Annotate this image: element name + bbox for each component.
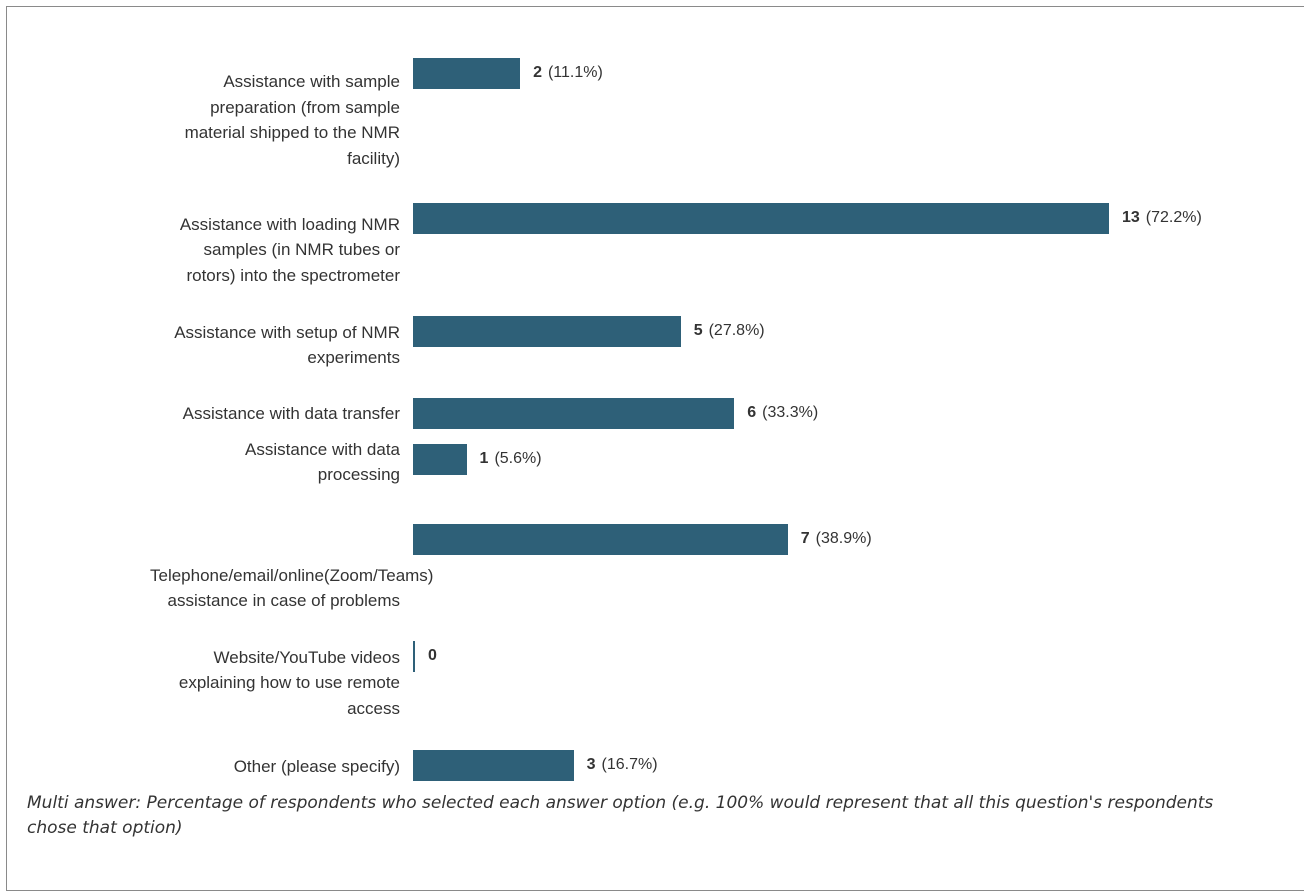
data-label: 1 (5.6%)	[480, 449, 542, 469]
data-label: 2 (11.1%)	[533, 63, 603, 83]
data-label-percent: (38.9%)	[815, 530, 872, 547]
category-label: Website/YouTube videos explaining how to…	[178, 647, 400, 718]
bar	[413, 750, 574, 781]
data-label-percent: (33.3%)	[762, 404, 819, 421]
data-label-count: 1	[479, 450, 489, 467]
data-label-count: 0	[428, 647, 437, 664]
chart-frame	[6, 6, 1304, 891]
data-label-percent: (16.7%)	[601, 756, 658, 773]
data-label-percent: (5.6%)	[494, 450, 542, 467]
bar	[413, 398, 735, 429]
category-label: Assistance with data processing	[245, 439, 400, 485]
data-label: 0	[428, 646, 437, 666]
data-label-percent: (27.8%)	[708, 322, 765, 339]
bar	[413, 444, 467, 475]
category-label: Assistance with loading NMR samples (in …	[179, 214, 400, 285]
data-label: 7 (38.9%)	[801, 529, 872, 549]
category-label: Assistance with setup of NMR experiments	[174, 322, 400, 368]
data-label: 6 (33.3%)	[747, 403, 818, 423]
data-label-count: 13	[1122, 209, 1140, 226]
category-label: Telephone/email/online(Zoom/Teams) assis…	[150, 565, 434, 611]
data-label-count: 6	[747, 404, 757, 421]
data-label-percent: (11.1%)	[547, 64, 603, 81]
category-label: Other (please specify)	[233, 757, 400, 777]
data-label-count: 7	[800, 530, 810, 547]
bar	[413, 641, 415, 672]
data-label: 5 (27.8%)	[694, 321, 765, 341]
bar	[413, 203, 1109, 234]
data-label-count: 2	[533, 64, 542, 81]
chart-footnote: Multi answer: Percentage of respondents …	[27, 793, 1214, 838]
category-label: Assistance with sample preparation (from…	[184, 72, 400, 168]
bar	[413, 316, 681, 347]
bar-chart: Assistance with sample preparation (from…	[150, 58, 1202, 781]
data-label-count: 5	[693, 322, 703, 339]
data-label: 3 (16.7%)	[587, 755, 658, 775]
bar	[413, 58, 521, 89]
bar	[413, 524, 788, 555]
category-label: Assistance with data transfer	[182, 404, 400, 424]
data-label: 13 (72.2%)	[1122, 208, 1202, 228]
data-label-percent: (72.2%)	[1145, 209, 1202, 226]
data-label-count: 3	[586, 756, 596, 773]
